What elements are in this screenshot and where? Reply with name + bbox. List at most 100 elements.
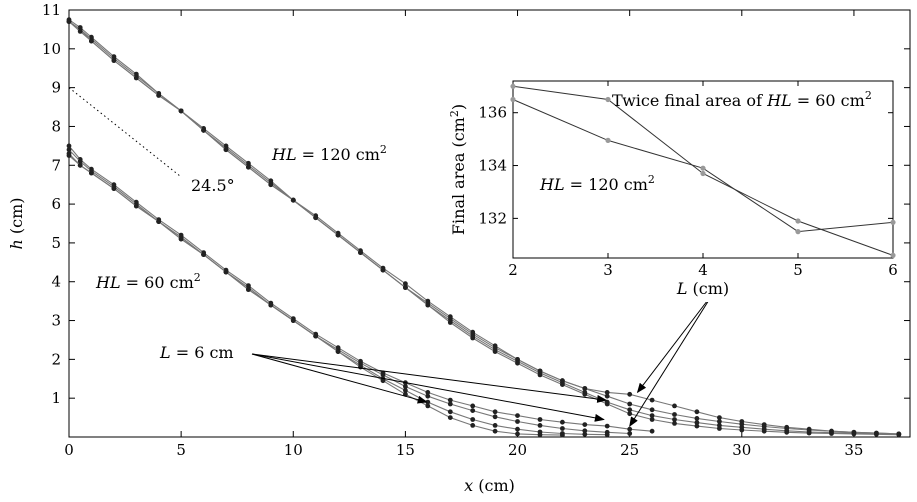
data-point [717,415,722,420]
inset-x-axis-label: L (cm) [676,279,729,298]
data-point [537,432,543,438]
y-tick-label: 3 [51,312,61,330]
inset-data-point [890,252,896,258]
inset-plot: 2 3 4 5 6 132 134 136 L (cm) Final area (cm2) Twic… [445,75,903,302]
inset-x-tick-label: 2 [508,261,518,279]
arrow-l6-b [251,353,608,403]
data-point [874,431,879,437]
series-line-4 [68,145,653,432]
arrow-l2-b [629,291,715,427]
series-line-7 [68,155,563,436]
inset-data-point [795,218,801,224]
y-tick-label: 10 [42,40,61,58]
y-tick-label: 6 [51,195,61,213]
data-point [582,431,588,437]
inset-y-tick-label: 136 [478,104,507,122]
data-point [201,252,207,257]
data-point [582,422,588,427]
data-point [66,147,72,153]
plot-frame [68,9,911,438]
data-point [425,390,431,395]
data-point [627,391,633,397]
data-point [672,412,677,417]
data-point [335,349,341,354]
data-point [66,19,72,24]
data-point [560,419,565,425]
data-point [627,411,633,417]
data-point [470,403,476,409]
x-tick-label: 30 [732,441,751,459]
data-point [470,335,476,341]
data-point [470,408,476,413]
data-point [694,420,700,425]
x-tick-label: 35 [844,441,863,459]
data-point [537,423,543,428]
data-point [896,432,902,438]
inset-twice-label: Twice final area of HL = 60 cm2 [612,89,872,110]
y-axis-label: h (cm) [7,197,26,249]
data-point [133,203,139,209]
inset-x-tick-label: 4 [698,261,708,279]
data-point [425,393,431,399]
data-point [447,401,453,407]
data-point [268,302,274,308]
data-point [739,427,745,433]
inset-background [445,75,903,302]
inset-data-point [510,83,516,89]
inset-data-point [605,96,611,103]
data-point [560,382,565,387]
data-point [537,417,543,422]
data-point [515,419,520,424]
data-point [627,431,633,436]
data-point [133,75,139,81]
data-point [604,401,610,407]
data-point [604,423,610,429]
data-point [246,287,251,292]
data-point [111,186,117,192]
arrow-l2-a [636,291,715,394]
inset-data-point [510,96,516,103]
data-point [694,409,700,415]
data-point [77,159,83,164]
data-point [89,38,94,44]
data-point [335,232,341,238]
data-point [358,250,363,256]
inset-hl120-label: HL = 120 cm2 [539,173,655,194]
x-tick-label: 15 [396,441,415,459]
data-point [425,302,431,308]
data-point [717,419,722,424]
y-tick-label: 8 [51,117,61,135]
data-point [694,423,700,429]
data-point [156,219,162,225]
data-point [515,360,520,366]
data-point [582,428,588,434]
x-tick-label: 20 [508,441,527,459]
data-point [515,431,520,437]
inset-data-point [890,219,896,225]
data-point [178,108,184,114]
data-point [717,426,722,431]
data-point [627,401,633,407]
inset-x-tick-label: 3 [603,261,613,279]
data-point [447,415,453,420]
hl60-label: HL = 60 cm2 [95,271,201,292]
data-point [178,236,184,242]
data-point [290,197,296,203]
data-point [784,429,790,435]
inset-data-point [700,165,706,171]
arrow-l6-a [251,353,428,404]
y-tick-label: 7 [51,156,61,174]
x-axis-label: x (cm) [464,476,515,495]
data-point [672,403,677,409]
data-point [604,390,610,395]
data-point [403,285,408,290]
data-point [492,409,498,415]
data-point [627,407,633,413]
data-point [447,409,453,415]
data-point [380,378,386,384]
data-point [829,431,834,436]
data-point [111,58,117,63]
data-point [604,393,610,399]
